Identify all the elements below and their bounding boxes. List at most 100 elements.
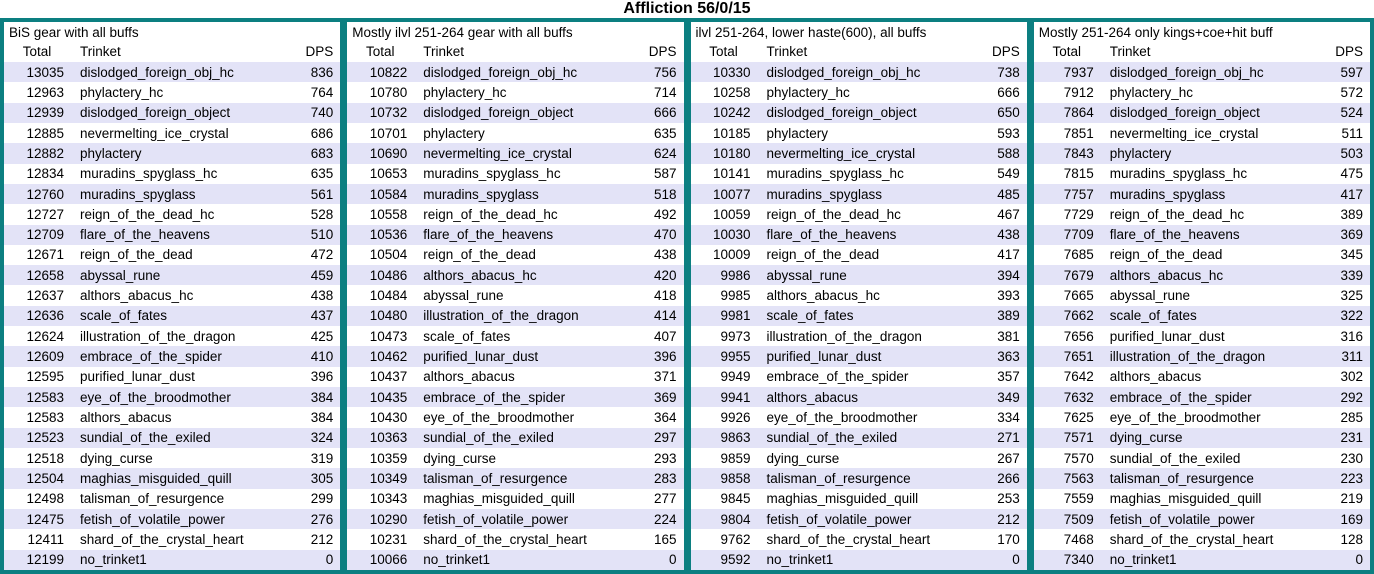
dps-cell: 836 [310, 64, 334, 80]
total-cell: 10690 [369, 145, 408, 161]
dps-cell: 425 [310, 328, 334, 344]
trinket-cell: illustration_of_the_dragon [766, 328, 922, 344]
trinket-cell: dislodged_foreign_object [423, 105, 574, 121]
table-row: 10701 phylactery 635 [347, 123, 683, 143]
total-cell: 10473 [369, 328, 408, 344]
table-row: 12727 reign_of_the_dead_hc 528 [4, 204, 340, 224]
trinket-cell: flare_of_the_heavens [80, 227, 210, 243]
dps-cell: 384 [310, 389, 334, 405]
trinket-cell: talisman_of_resurgence [766, 470, 911, 486]
table-row: 7570 sundial_of_the_exiled 230 [1034, 448, 1370, 468]
total-cell: 7651 [1063, 349, 1094, 365]
trinket-cell: nevermelting_ice_crystal [80, 125, 229, 141]
table-row: 7685 reign_of_the_dead 345 [1034, 245, 1370, 265]
table-row: 7679 althors_abacus_hc 339 [1033, 265, 1370, 286]
trinket-cell: dislodged_foreign_obj_hc [80, 64, 234, 80]
total-cell: 7563 [1063, 470, 1094, 486]
column-header-trinket: Trinket [423, 44, 465, 59]
table-row: 12411 shard_of_the_crystal_heart 212 [4, 529, 340, 549]
dps-cell: 635 [310, 166, 334, 182]
total-cell: 7656 [1063, 328, 1094, 344]
trinket-cell: althors_abacus_hc [1109, 267, 1224, 283]
table-row: 10030 flare_of_the_heavens 438 [690, 224, 1027, 245]
column-header-total: Total [365, 44, 395, 59]
total-cell: 12885 [26, 125, 64, 141]
dps-cell: 364 [653, 409, 677, 425]
dps-cell: 302 [1340, 369, 1363, 385]
dps-cell: 357 [997, 369, 1020, 385]
trinket-cell: fetish_of_volatile_power [1109, 511, 1255, 527]
table-row: 10462 purified_lunar_dust 396 [347, 346, 684, 367]
trinket-cell: maghias_misguided_quill [1109, 491, 1262, 507]
total-cell: 12636 [26, 308, 64, 324]
trinket-cell: maghias_misguided_quill [80, 470, 232, 486]
dps-cell: 666 [997, 84, 1020, 100]
trinket-cell: althors_abacus [423, 369, 515, 385]
table-row: 9858 talisman_of_resurgence 266 [690, 468, 1027, 489]
table-row: 12624 illustration_of_the_dragon 425 [4, 326, 340, 346]
panel-header: BiS gear with all buffs [9, 25, 139, 40]
total-cell: 10231 [369, 531, 408, 547]
dps-cell: 277 [653, 491, 677, 507]
total-cell: 7843 [1063, 145, 1094, 161]
total-cell: 9863 [720, 430, 751, 446]
table-row: 9986 abyssal_rune 394 [690, 265, 1027, 286]
table-row: 10231 shard_of_the_crystal_heart 165 [347, 529, 683, 549]
total-cell: 12939 [26, 105, 64, 121]
dps-cell: 305 [310, 470, 334, 486]
trinket-cell: no_trinket1 [1109, 552, 1177, 568]
trinket-cell: althors_abacus [80, 409, 172, 425]
dps-cell: 267 [997, 450, 1020, 466]
dps-cell: 410 [310, 349, 334, 365]
total-cell: 12609 [26, 349, 64, 365]
dps-cell: 459 [310, 267, 334, 283]
total-cell: 10437 [369, 369, 408, 385]
trinket-cell: nevermelting_ice_crystal [766, 145, 916, 161]
table-row: 12504 maghias_misguided_quill 305 [4, 468, 341, 489]
column-header-trinket: Trinket [1109, 44, 1151, 59]
dps-cell: 635 [653, 125, 677, 141]
total-cell: 10349 [369, 470, 408, 486]
trinket-cell: dying_curse [423, 450, 497, 466]
trinket-cell: purified_lunar_dust [766, 349, 882, 365]
total-cell: 10185 [712, 125, 751, 141]
total-cell: 9955 [720, 349, 751, 365]
dps-cell: 472 [310, 247, 334, 263]
rows: 10330 dislodged_foreign_obj_hc 738 10258 phy… [690, 62, 1027, 570]
total-cell: 9986 [720, 267, 751, 283]
dps-cell: 485 [997, 186, 1020, 202]
dps-cell: 299 [310, 491, 334, 507]
dps-cell: 650 [997, 105, 1020, 121]
dps-cell: 389 [1340, 206, 1363, 222]
table-row: 10437 althors_abacus 371 [347, 367, 683, 387]
dps-cell: 324 [310, 430, 334, 446]
total-cell: 7864 [1063, 105, 1094, 121]
total-cell: 10141 [712, 166, 751, 182]
dps-cell: 588 [997, 145, 1020, 161]
table-row: 10473 scale_of_fates 407 [347, 326, 683, 346]
total-cell: 9804 [720, 511, 751, 527]
table-row: 10258 phylactery_hc 666 [691, 82, 1027, 102]
trinket-cell: scale_of_fates [80, 308, 168, 324]
table-row: 9973 illustration_of_the_dragon 381 [691, 326, 1027, 346]
dps-cell: 231 [1340, 430, 1363, 446]
total-cell: 10435 [369, 389, 408, 405]
total-cell: 7815 [1063, 166, 1094, 182]
table-row: 9981 scale_of_fates 389 [690, 305, 1027, 327]
trinket-cell: althors_abacus [766, 389, 859, 405]
gear-set-panel: Mostly 251-264 only kings+coe+hit buff T… [1033, 22, 1370, 570]
table-row: 12963 phylactery_hc 764 [4, 82, 340, 102]
dps-cell: 219 [1340, 491, 1363, 507]
trinket-cell: dislodged_foreign_object [1109, 105, 1260, 121]
total-cell: 10480 [369, 308, 408, 324]
table-row: 10330 dislodged_foreign_obj_hc 738 [690, 62, 1027, 83]
table-row: 12834 muradins_spyglass_hc 635 [4, 164, 340, 184]
total-cell: 7679 [1063, 267, 1094, 283]
trinket-cell: reign_of_the_dead_hc [80, 206, 215, 222]
table-row: 7642 althors_abacus 302 [1034, 367, 1370, 387]
trinket-cell: reign_of_the_dead [423, 247, 536, 263]
dps-cell: 394 [997, 267, 1020, 283]
table-row: 10059 reign_of_the_dead_hc 467 [691, 204, 1027, 224]
trinket-cell: althors_abacus_hc [423, 267, 537, 283]
table-row: 7843 phylactery 503 [1033, 143, 1370, 164]
